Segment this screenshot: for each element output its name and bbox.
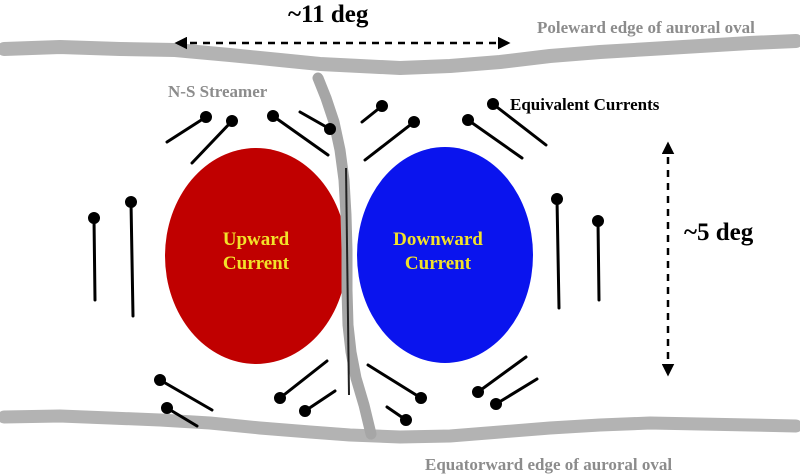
current-vectors [88, 98, 604, 428]
poleward-boundary [0, 34, 800, 75]
upward-current-label-line1: Upward [223, 229, 290, 250]
current-vector-ur-2 [363, 116, 420, 162]
current-vector-ur-4 [487, 98, 548, 147]
current-vector-lr-3 [472, 355, 528, 398]
height-measure-label: ~5 deg [684, 219, 754, 246]
current-vector-lr-1 [366, 363, 427, 404]
current-vector-ur-1 [360, 100, 388, 124]
current-vector-ul-2 [190, 115, 238, 165]
width-measure-label: ~11 deg [288, 1, 369, 28]
current-vector-ll-1 [154, 374, 214, 412]
current-vector-ul-4 [298, 110, 336, 135]
current-vector-ul-3 [267, 110, 330, 157]
equatorward-boundary [0, 409, 800, 444]
current-vector-r-2 [592, 215, 604, 302]
equivalent-currents-label: Equivalent Currents [510, 95, 660, 114]
current-vector-ll-3 [274, 359, 329, 404]
equatorward-edge-label: Equatorward edge of auroral oval [425, 455, 672, 474]
current-vector-lr-4 [490, 377, 539, 410]
current-vector-ul-1 [165, 111, 212, 144]
current-vector-lr-2 [385, 405, 412, 426]
downward-current-label-line1: Downward [393, 229, 483, 250]
current-vector-r-1 [551, 193, 563, 310]
current-vector-l-2 [125, 196, 137, 318]
upward-current-region [165, 148, 347, 364]
downward-current-region [357, 147, 533, 363]
downward-current-label-line2: Current [405, 253, 472, 274]
poleward-edge-label: Poleward edge of auroral oval [537, 18, 755, 37]
current-vector-ll-2 [161, 402, 199, 428]
current-vector-ll-4 [299, 389, 337, 417]
streamer-label: N-S Streamer [168, 82, 268, 101]
upward-current-label-line2: Current [223, 253, 290, 274]
current-vector-l-1 [88, 212, 100, 302]
streamer-center-line [345, 167, 350, 396]
current-vector-ur-3 [462, 114, 524, 160]
